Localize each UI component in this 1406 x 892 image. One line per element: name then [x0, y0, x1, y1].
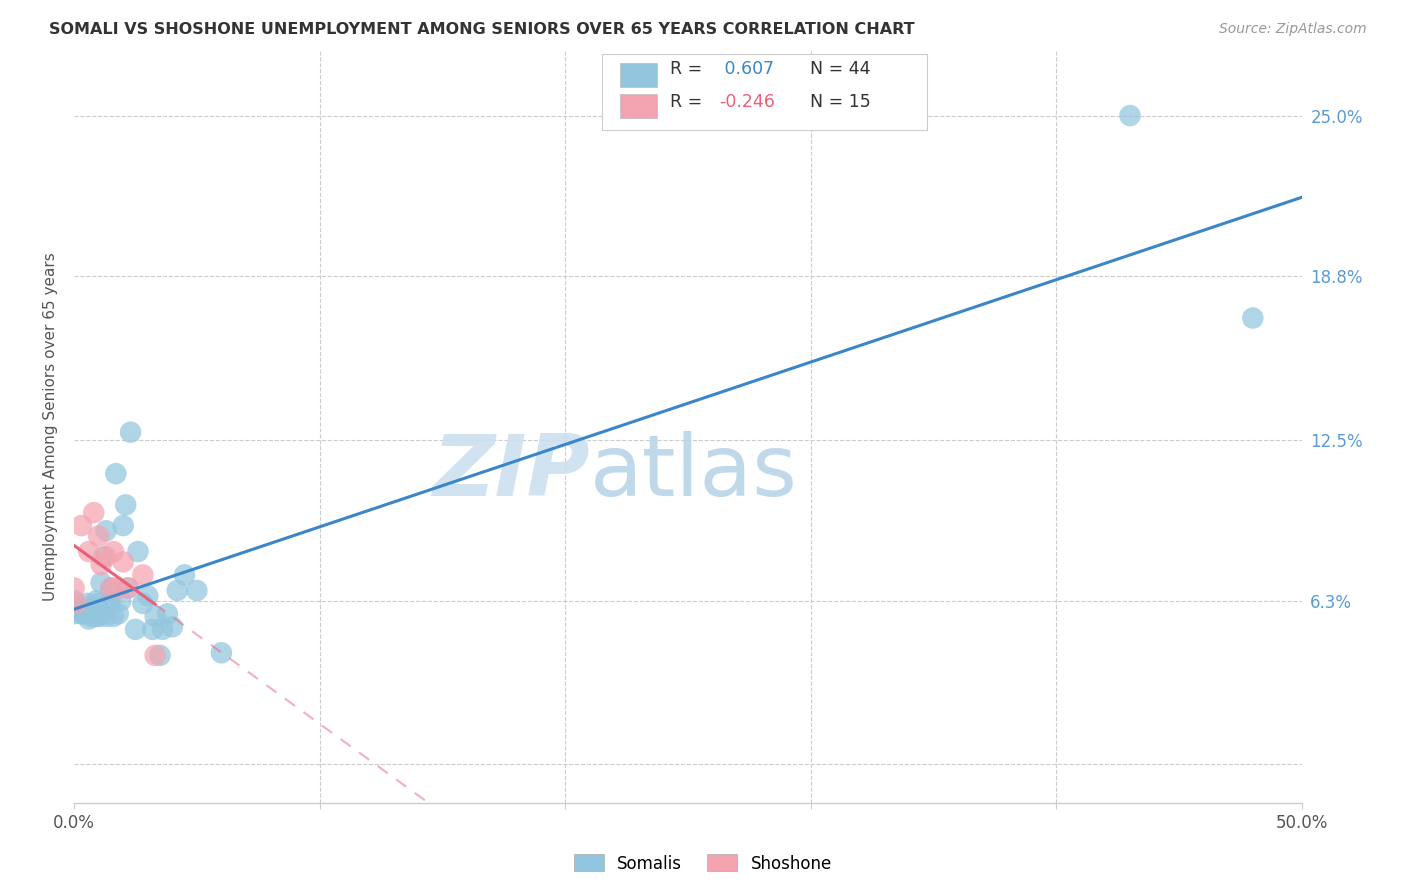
- Point: [127, 544, 149, 558]
- FancyBboxPatch shape: [620, 95, 658, 119]
- Point: [143, 648, 166, 663]
- Text: N = 44: N = 44: [799, 60, 870, 78]
- Point: [162, 620, 184, 634]
- Point: [90, 558, 112, 572]
- Point: [156, 607, 179, 621]
- Text: ZIP: ZIP: [432, 431, 589, 514]
- Point: [87, 609, 110, 624]
- Point: [110, 594, 132, 608]
- Point: [143, 609, 166, 624]
- Point: [87, 529, 110, 543]
- FancyBboxPatch shape: [620, 62, 658, 87]
- Legend: Somalis, Shoshone: Somalis, Shoshone: [568, 847, 838, 880]
- Point: [84, 594, 107, 608]
- Point: [120, 425, 142, 440]
- Point: [132, 597, 155, 611]
- Point: [100, 594, 122, 608]
- Point: [112, 555, 135, 569]
- Point: [94, 549, 117, 564]
- Point: [77, 544, 100, 558]
- Point: [136, 589, 159, 603]
- Point: [103, 544, 125, 558]
- Point: [100, 581, 122, 595]
- Point: [93, 549, 115, 564]
- Text: -0.246: -0.246: [718, 93, 775, 111]
- Text: atlas: atlas: [589, 431, 797, 514]
- Text: Source: ZipAtlas.com: Source: ZipAtlas.com: [1219, 22, 1367, 37]
- Point: [94, 609, 117, 624]
- Point: [83, 506, 105, 520]
- Point: [100, 581, 122, 595]
- Point: [142, 623, 165, 637]
- Point: [67, 601, 90, 615]
- Y-axis label: Unemployment Among Seniors over 65 years: Unemployment Among Seniors over 65 years: [44, 252, 58, 601]
- Text: R =: R =: [669, 60, 707, 78]
- Point: [117, 581, 139, 595]
- Point: [63, 581, 86, 595]
- Point: [90, 575, 112, 590]
- Point: [104, 467, 127, 481]
- Point: [1241, 310, 1264, 325]
- Point: [75, 597, 97, 611]
- Text: 0.607: 0.607: [718, 60, 773, 78]
- Text: N = 15: N = 15: [799, 93, 870, 111]
- Point: [173, 568, 195, 582]
- Point: [84, 609, 107, 624]
- Point: [63, 607, 86, 621]
- Point: [80, 609, 103, 624]
- Point: [186, 583, 208, 598]
- Text: R =: R =: [669, 93, 707, 111]
- Point: [114, 498, 136, 512]
- Point: [1119, 109, 1142, 123]
- Point: [70, 607, 93, 621]
- Point: [152, 623, 174, 637]
- Point: [83, 601, 105, 615]
- Point: [149, 648, 172, 663]
- Point: [107, 581, 129, 595]
- Point: [124, 623, 146, 637]
- Point: [70, 518, 93, 533]
- Point: [112, 518, 135, 533]
- Point: [77, 612, 100, 626]
- Point: [103, 609, 125, 624]
- FancyBboxPatch shape: [602, 54, 928, 129]
- Point: [117, 581, 139, 595]
- Point: [65, 597, 87, 611]
- Point: [94, 524, 117, 538]
- Point: [73, 607, 96, 621]
- Point: [63, 594, 86, 608]
- Point: [132, 568, 155, 582]
- Text: SOMALI VS SHOSHONE UNEMPLOYMENT AMONG SENIORS OVER 65 YEARS CORRELATION CHART: SOMALI VS SHOSHONE UNEMPLOYMENT AMONG SE…: [49, 22, 915, 37]
- Point: [209, 646, 232, 660]
- Point: [97, 597, 120, 611]
- Point: [107, 607, 129, 621]
- Point: [166, 583, 188, 598]
- Point: [87, 597, 110, 611]
